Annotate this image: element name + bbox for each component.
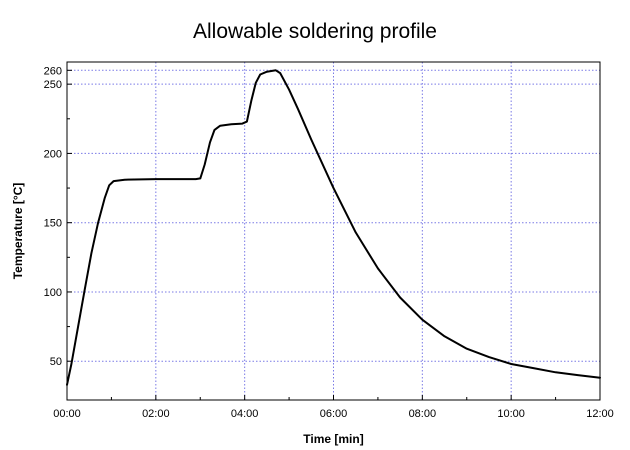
y-tick-label-4: 250 [44,79,62,91]
y-tick-label-1: 100 [44,287,62,299]
x-tick-label-6: 12:00 [586,408,614,420]
ticks-layer: 00:00 02:00 04:00 06:00 08:00 10:00 12:00 50 100… [44,65,614,420]
y-tick-label-0: 50 [50,356,62,368]
y-tick-label-2: 150 [44,218,62,230]
x-tick-label-3: 06:00 [320,408,348,420]
y-tick-label-3: 200 [44,148,62,160]
x-tick-label-0: 00:00 [53,408,81,420]
y-tick-label-5: 260 [44,65,62,77]
series-line-temperature [66,69,601,386]
grid-layer [67,62,600,400]
x-tick-label-4: 08:00 [409,408,437,420]
x-tick-label-5: 10:00 [497,408,525,420]
chart-title: Allowable soldering profile [193,20,437,43]
y-axis-label: Temperature [°C] [11,183,25,280]
x-tick-label-1: 02:00 [142,408,170,420]
x-tick-label-2: 04:00 [231,408,259,420]
x-axis-label: Time [min] [303,432,363,446]
